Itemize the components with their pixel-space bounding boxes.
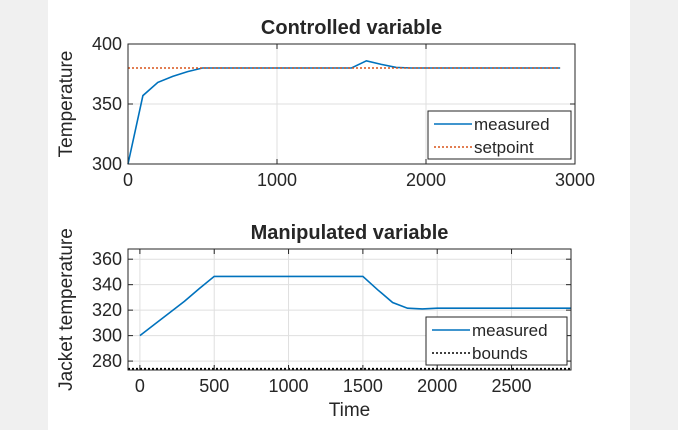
y-tick-label: 400 xyxy=(92,34,122,54)
legend-label: measured xyxy=(472,321,548,340)
x-tick-label: 1500 xyxy=(343,376,383,396)
legend-box xyxy=(425,316,568,366)
series-line-measured xyxy=(139,275,571,337)
y-tick-label: 280 xyxy=(92,351,122,371)
legend-box xyxy=(427,110,572,160)
legend-label: bounds xyxy=(472,344,528,363)
legend-label: setpoint xyxy=(474,138,534,157)
legend: measured setpoint xyxy=(427,110,572,160)
axes-box xyxy=(127,248,572,371)
chart-title: Controlled variable xyxy=(261,17,442,39)
x-tick-label: 1000 xyxy=(257,170,297,190)
x-tick-label: 500 xyxy=(199,376,229,396)
y-tick-label: 360 xyxy=(92,249,122,269)
y-tick-label: 300 xyxy=(92,326,122,346)
y-tick-label: 340 xyxy=(92,275,122,295)
y-tick-label: 350 xyxy=(92,94,122,114)
x-tick-label: 0 xyxy=(135,376,145,396)
figure-window: 0 1000 2000 3000 300 350 400 Controlled variabl… xyxy=(48,0,630,430)
legend-label: measured xyxy=(474,115,550,134)
x-tick-label: 2500 xyxy=(492,376,532,396)
x-tick-label: 2000 xyxy=(406,170,446,190)
subplot-2: 0 500 1000 1500 2000 2500 280 300 320 340 360 Manip… xyxy=(56,222,572,421)
x-tick-label: 0 xyxy=(123,170,133,190)
y-axis-label: Jacket temperature xyxy=(56,228,77,391)
x-tick-label: 1000 xyxy=(269,376,309,396)
y-tick-label: 300 xyxy=(92,154,122,174)
x-tick-label: 2000 xyxy=(417,376,457,396)
y-axis-label: Temperature xyxy=(56,51,77,158)
chart-title: Manipulated variable xyxy=(251,222,449,244)
subplot-1: 0 1000 2000 3000 300 350 400 Controlled variabl… xyxy=(56,17,595,190)
y-tick-label: 320 xyxy=(92,300,122,320)
x-tick-label: 3000 xyxy=(555,170,595,190)
x-axis-label: Time xyxy=(329,400,371,421)
legend: measured bounds xyxy=(425,316,568,366)
